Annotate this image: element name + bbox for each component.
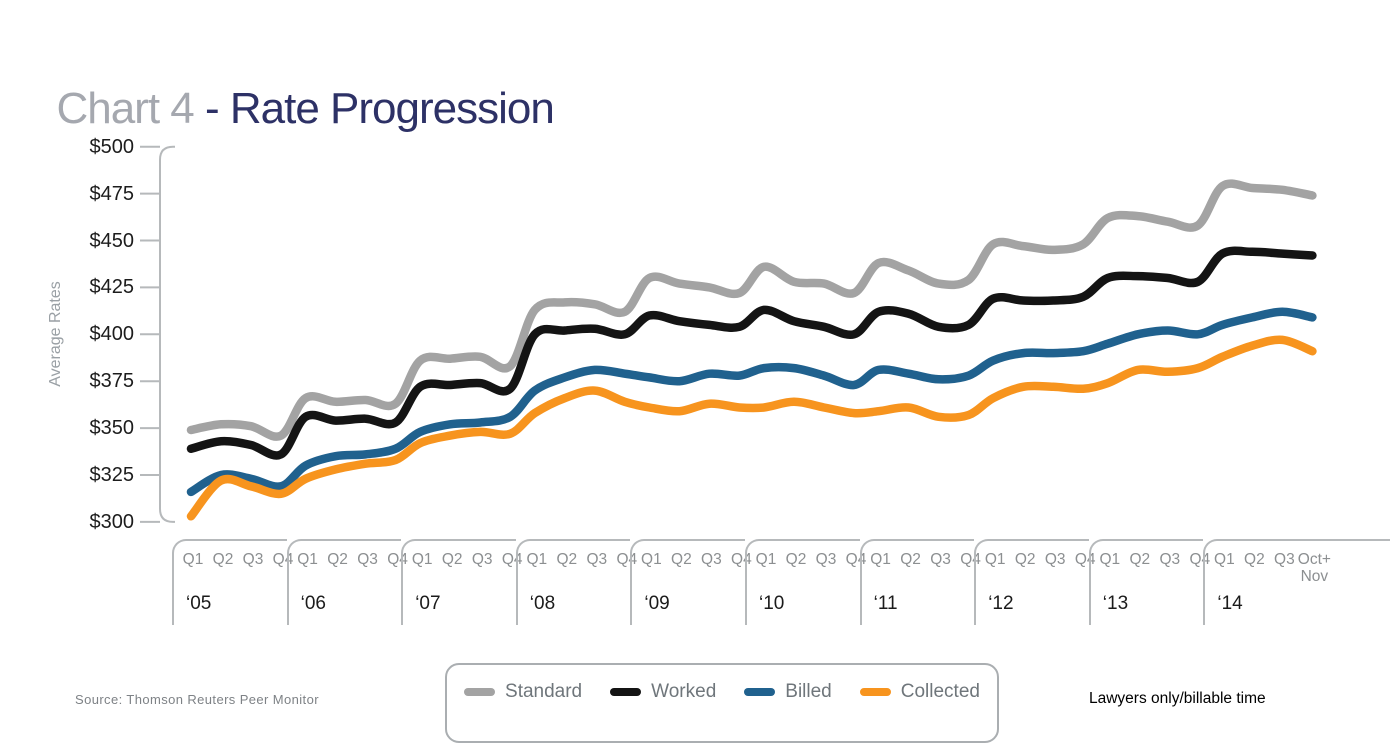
quarter-label: Q1 [870,551,891,568]
quarter-label: Q3 [701,551,722,568]
year-cell-11: Q1 Q2 Q3 Q4 ‘11 [859,539,981,625]
y-tick-label: $375 [89,370,135,393]
year-cell-10: Q1 Q2 Q3 Q4 ‘10 [745,539,866,625]
year-cell-08: Q1 Q2 Q3 Q4 ‘08 [515,539,637,625]
year-label: ‘11 [873,593,898,614]
y-axis-line [159,145,175,523]
worked-line-swatch-icon [610,688,642,696]
year-label: ‘07 [415,593,441,614]
quarter-label: Q2 [212,551,234,568]
page-title-chart-number: Chart 4 [56,84,205,133]
quarter-label: Q2 [327,551,348,568]
quarter-label: Q2 [556,551,578,568]
quarter-label: Q2 [671,551,692,568]
y-tick-label: $475 [89,182,135,205]
y-tick-label: $350 [89,417,135,440]
y-tick-label: $500 [89,135,135,158]
year-label: ‘06 [300,593,326,614]
quarter-label: Q1 [755,551,777,568]
y-tick-label: $450 [89,229,135,252]
quarter-label: Q1 [297,551,318,568]
y-tick-label: $425 [89,276,135,299]
quarter-label: Q2 [1014,551,1036,568]
quarter-label: Q1 [1099,551,1121,568]
series-line-collected [186,335,1317,521]
year-cell-06: Q1 Q2 Q3 Q4 ‘06 [286,539,408,625]
quarter-label: Q1 [641,551,662,568]
year-label: ‘05 [186,593,212,614]
year-cell-07: Q1 Q2 Q3 Q4 ‘07 [401,539,523,625]
quarter-label: Q1 [1214,551,1235,568]
quarter-label: Q2 [1244,551,1265,568]
quarter-label: Oct+ Nov [1297,551,1331,585]
page-title: Chart 4 - Rate Progression [34,34,554,134]
collected-line-swatch-icon [859,688,891,696]
quarter-label: Q3 [815,551,837,568]
legend-label: Worked [651,681,717,702]
legend-item-collected: Collected [859,681,980,703]
quarter-label: Q3 [1274,551,1295,568]
year-cell-12: Q1 Q2 Q3 Q4 ‘12 [974,539,1096,625]
quarter-label: Q2 [785,551,807,568]
series-line-worked [186,246,1317,460]
series-line-billed [186,307,1317,497]
year-label: ‘13 [1102,593,1129,614]
year-label: ‘14 [1217,593,1243,614]
year-label: ‘12 [988,593,1014,614]
legend: Standard Worked Billed Collected [445,663,999,743]
y-tick-label: $325 [89,464,135,486]
series-line-standard [186,179,1317,441]
quarter-label: Q3 [242,551,264,568]
legend-label: Collected [900,681,980,702]
legend-label: Standard [505,681,583,702]
legend-item-billed: Billed [744,681,832,703]
year-cell-09: Q1 Q2 Q3 Q4 ‘09 [630,539,752,625]
quarter-label: Q3 [357,551,378,568]
standard-line-swatch-icon [464,688,496,696]
scope-note: Lawyers only/billable time [1089,690,1266,707]
quarter-label: Q2 [900,551,921,568]
quarter-label: Q3 [1159,551,1181,568]
quarter-label: Q1 [526,551,548,568]
year-label: ‘10 [759,593,785,614]
quarter-label: Q1 [411,551,433,568]
year-cell-14: Q1 Q2 Q3 Oct+ Nov ‘14 [1203,539,1391,625]
year-cell-05: Q1 Q2 Q3 Q4 ‘05 [172,539,293,625]
quarter-label: Q3 [930,551,951,568]
year-label: ‘09 [644,593,670,614]
quarter-label: Q2 [441,551,463,568]
legend-items: Standard Worked Billed Collected [447,665,997,703]
y-tick-label: $400 [89,323,135,346]
quarter-label: Q3 [586,551,608,568]
quarter-label: Q1 [984,551,1006,568]
y-tick-label: $300 [89,510,135,533]
quarter-label: Q1 [182,551,204,568]
quarter-label: Q3 [1044,551,1066,568]
legend-item-standard: Standard [464,681,582,703]
year-cell-13: Q1 Q2 Q3 Q4 ‘13 [1088,539,1210,625]
legend-item-worked: Worked [610,681,716,703]
billed-line-swatch-icon [744,688,776,696]
page-title-main: - Rate Progression [204,84,555,133]
source-attribution: Source: Thomson Reuters Peer Monitor [75,692,319,707]
quarter-label: Q3 [471,551,493,568]
year-label: ‘08 [529,593,556,614]
legend-label: Billed [785,681,832,702]
quarter-label: Q2 [1129,551,1151,568]
